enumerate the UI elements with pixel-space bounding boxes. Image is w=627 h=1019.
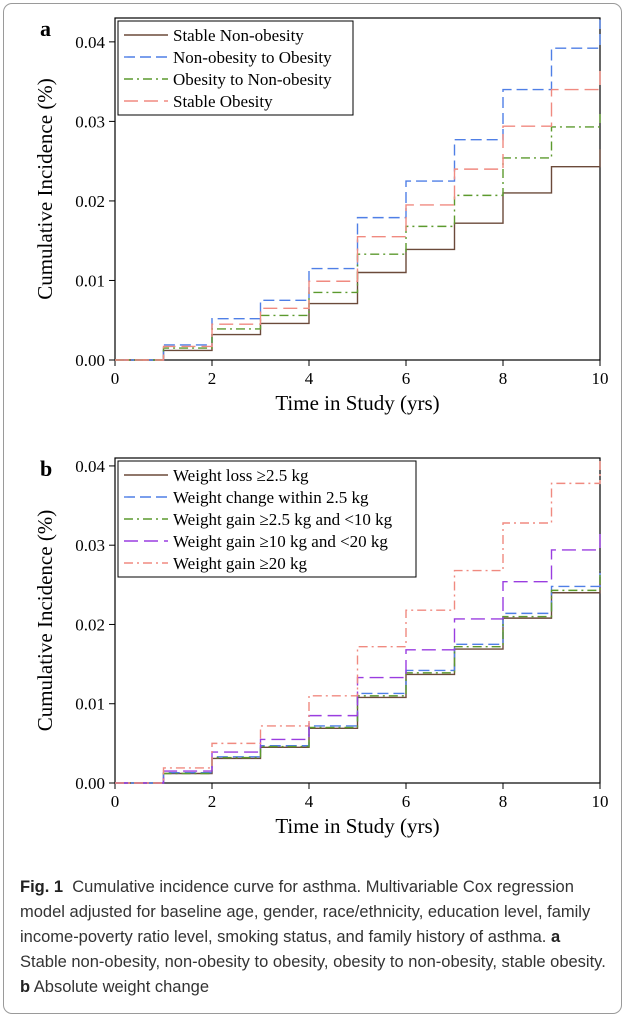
caption-a-text: Stable non-obesity, non-obesity to obesi… — [20, 953, 606, 971]
legend-label: Weight gain ≥20 kg — [173, 554, 308, 573]
y-axis-label: Cumulative Incidence (%) — [33, 78, 57, 300]
legend-label: Weight loss ≥2.5 kg — [173, 466, 309, 485]
y-tick-label: 0.02 — [75, 192, 105, 211]
x-tick-label: 6 — [402, 369, 411, 388]
legend-label: Stable Obesity — [173, 92, 273, 111]
legend-label: Non-obesity to Obesity — [173, 48, 332, 67]
y-tick-label: 0.04 — [75, 457, 105, 476]
legend-label: Obesity to Non-obesity — [173, 70, 332, 89]
y-tick-label: 0.03 — [75, 536, 105, 555]
caption-b-label: b — [20, 978, 31, 996]
x-tick-label: 8 — [499, 369, 508, 388]
caption-fig-label: Fig. 1 — [20, 878, 64, 896]
y-tick-label: 0.02 — [75, 615, 105, 634]
x-tick-label: 0 — [111, 369, 120, 388]
legend-label: Weight gain ≥10 kg and <20 kg — [173, 532, 388, 551]
x-tick-label: 2 — [208, 369, 217, 388]
y-tick-label: 0.01 — [75, 695, 105, 714]
y-tick-label: 0.01 — [75, 271, 105, 290]
y-tick-label: 0.00 — [75, 774, 105, 793]
legend-box — [117, 20, 354, 116]
x-tick-label: 4 — [305, 792, 314, 811]
caption-a-label: a — [550, 928, 561, 946]
chart-panel-a: a 0.00 0.01 0.02 0.03 0.04 0 2 4 6 8 10 Time in Stud… — [33, 16, 609, 415]
series-line — [115, 111, 601, 361]
figure-caption: Fig. 1 Cumulative incidence curve for as… — [20, 875, 610, 1000]
x-tick-label: 10 — [592, 792, 609, 811]
series-line — [115, 65, 601, 361]
legend-label: Weight change within 2.5 kg — [173, 488, 369, 507]
x-tick-label: 2 — [208, 792, 217, 811]
x-axis-label: Time in Study (yrs) — [275, 391, 439, 415]
caption-b-text: Absolute weight change — [33, 978, 209, 996]
caption-text: Cumulative incidence curve for asthma. M… — [20, 878, 591, 946]
series-line — [115, 459, 601, 784]
legend-label: Stable Non-obesity — [173, 26, 304, 45]
plot-frame — [114, 17, 601, 361]
y-tick-label: 0.03 — [75, 112, 105, 131]
y-axis-label: Cumulative Incidence (%) — [33, 510, 57, 732]
x-tick-label: 0 — [111, 792, 120, 811]
plot-frame — [114, 457, 601, 784]
x-tick-label: 6 — [402, 792, 411, 811]
y-tick-label: 0.04 — [75, 33, 105, 52]
x-axis-label: Time in Study (yrs) — [275, 814, 439, 838]
chart-panel-b: b 0.00 0.01 0.02 0.03 0.04 0 2 4 6 8 10 Time in Stud… — [33, 456, 609, 838]
x-tick-label: 10 — [592, 369, 609, 388]
x-tick-label: 8 — [499, 792, 508, 811]
x-tick-label: 4 — [305, 369, 314, 388]
panel-label: a — [40, 16, 51, 41]
figure-frame — [3, 3, 622, 1014]
panel-label: b — [40, 456, 52, 481]
legend-label: Weight gain ≥2.5 kg and <10 kg — [173, 510, 393, 529]
y-tick-label: 0.00 — [75, 351, 105, 370]
